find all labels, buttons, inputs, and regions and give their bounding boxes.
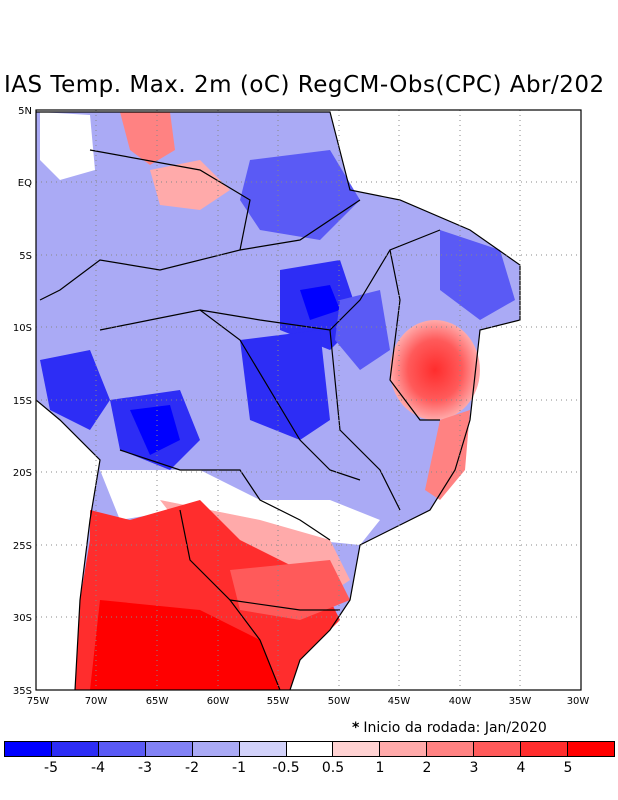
lat-label: 10S	[13, 323, 32, 334]
colorbar-swatch	[521, 742, 569, 756]
amazon-cold	[240, 150, 360, 240]
south-warm-mid	[230, 560, 350, 620]
lat-label: 20S	[13, 468, 32, 479]
southcentral-cold	[240, 330, 330, 440]
colorbar-label: 2	[422, 760, 432, 776]
colorbar-label: -2	[185, 760, 199, 776]
bolivia-cold-max	[130, 405, 180, 455]
political-borders	[36, 111, 521, 690]
central-cold-max	[300, 285, 340, 320]
colorbar-label: -1	[232, 760, 246, 776]
north-warm-patch-2	[150, 160, 230, 210]
lat-label: 25S	[13, 541, 32, 552]
northwest-neutral	[40, 112, 95, 180]
northeast-cold	[440, 230, 515, 320]
graticule	[36, 110, 581, 690]
colorbar-label: -5	[44, 760, 58, 776]
colorbar-label: 4	[516, 760, 526, 776]
west-cold	[40, 350, 110, 430]
run-start-text: Inicio da rodada: Jan/2020	[363, 720, 547, 736]
lat-label: 5S	[19, 251, 32, 262]
lon-label: 45W	[388, 696, 411, 707]
lat-label: 30S	[13, 613, 32, 624]
colorbar-labels: -5 -4 -3 -2 -1 -0.5 0.5 1 2 3 4 5	[0, 760, 618, 780]
lon-label: 70W	[85, 696, 108, 707]
lon-label: 60W	[207, 696, 230, 707]
colorbar-swatch	[192, 742, 240, 756]
colorbar-swatch	[474, 742, 522, 756]
run-start-note: * Inicio da rodada: Jan/2020	[352, 720, 547, 736]
anomaly-map: 5N EQ 5S 10S 15S 20S 25S 30S 35S 75W 70W…	[13, 106, 590, 707]
colorbar	[4, 741, 615, 757]
lon-label: 30W	[567, 696, 590, 707]
colorbar-label: 0.5	[321, 760, 345, 776]
lon-label: 55W	[267, 696, 290, 707]
colorbar-label: 3	[469, 760, 479, 776]
colorbar-label: 1	[375, 760, 385, 776]
colorbar-swatch	[333, 742, 381, 756]
colorbar-label: -0.5	[272, 760, 300, 776]
colorbar-swatch	[286, 742, 334, 756]
colorbar-label: 5	[563, 760, 573, 776]
lon-label: 35W	[509, 696, 532, 707]
asterisk-icon: *	[352, 720, 360, 736]
colorbar-swatch	[239, 742, 287, 756]
map-title: IAS Temp. Max. 2m (oC) RegCM-Obs(CPC) Ab…	[4, 72, 605, 98]
north-warm-patch	[120, 112, 175, 165]
lon-labels: 75W 70W 65W 60W 55W 50W 45W 40W 35W 30W	[27, 696, 590, 707]
colorbar-swatch	[427, 742, 475, 756]
bahia-warm-anomaly	[390, 320, 480, 420]
colorbar-swatch	[98, 742, 146, 756]
southeast-coast-warm	[425, 410, 470, 500]
east-cold	[335, 290, 390, 370]
colorbar-label: -3	[138, 760, 152, 776]
lat-label: 35S	[13, 686, 32, 697]
colorbar-swatch	[568, 742, 614, 756]
colorbar-swatch	[380, 742, 428, 756]
colorbar-swatch	[145, 742, 193, 756]
colorbar-swatch	[5, 742, 52, 756]
south-warm-max	[90, 600, 280, 690]
lon-label: 40W	[449, 696, 472, 707]
lon-label: 75W	[27, 696, 50, 707]
lon-label: 65W	[146, 696, 169, 707]
colorbar-swatch	[51, 742, 99, 756]
lat-label: 5N	[18, 106, 32, 117]
lat-label: 15S	[13, 396, 32, 407]
lat-labels: 5N EQ 5S 10S 15S 20S 25S 30S 35S	[13, 106, 32, 697]
lon-label: 50W	[328, 696, 351, 707]
lat-label: EQ	[18, 178, 32, 189]
colorbar-label: -4	[91, 760, 105, 776]
plot-frame	[35, 109, 582, 691]
